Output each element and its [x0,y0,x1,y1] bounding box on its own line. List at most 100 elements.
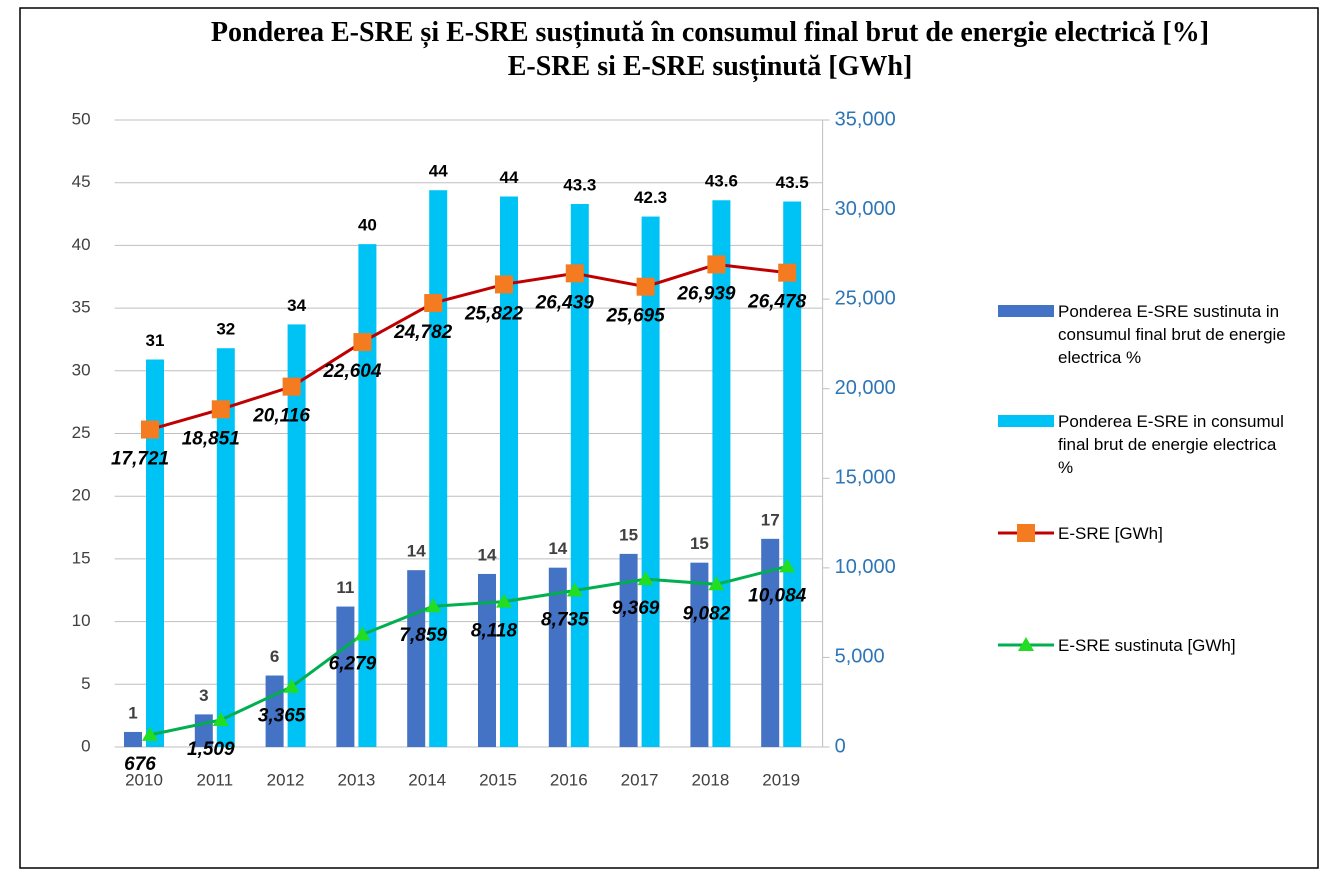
line-marker [566,582,583,597]
line-value-label: 17,721 [111,449,169,470]
bar-value-label: 17 [761,510,780,529]
line-value-label: 7,859 [399,625,447,646]
bar [761,538,780,747]
legend-label: E-SRE sustinuta [GWh] [1058,636,1236,655]
bar-value-label: 15 [690,534,709,553]
bar-value-label: 34 [287,296,306,315]
bar [287,324,306,747]
line-marker [282,377,301,396]
legend-label: E-SRE [GWh] [1058,524,1163,543]
y2-tick-label: 0 [835,735,846,757]
y-tick-label: 40 [72,235,91,254]
x-tick-label: 2015 [479,770,517,789]
bar-value-label: 14 [407,542,426,561]
bar [216,348,235,747]
line-value-label: 8,735 [541,610,589,631]
line-value-label: 25,822 [464,303,524,324]
line-marker [425,598,442,613]
line-marker [211,400,230,419]
line-marker [565,264,584,283]
x-tick-label: 2011 [197,770,234,789]
legend-marker [1017,524,1035,542]
line-marker [778,263,797,282]
y2-tick-label: 15,000 [835,467,896,489]
x-tick-label: 2018 [691,770,729,789]
line-value-label: 6,279 [329,654,377,675]
y-tick-label: 15 [72,548,91,567]
y2-tick-label: 25,000 [835,287,896,309]
y-tick-label: 25 [72,423,91,442]
bar-value-label: 3 [199,686,208,705]
bar [641,216,660,748]
x-tick-label: 2019 [762,770,800,789]
bar-value-label: 40 [358,216,377,235]
line-marker [708,576,725,591]
line-value-label: 676 [124,754,156,775]
legend-label: Ponderea E-SRE sustinuta in consumul fin… [1058,302,1286,367]
line-value-label: 22,604 [322,361,382,382]
y-tick-label: 20 [72,486,91,505]
bar [407,570,426,747]
legend-label: Ponderea E-SRE in consumul final brut de… [1058,412,1284,477]
y-tick-label: 45 [72,172,91,191]
bar-value-label: 43.6 [705,172,738,191]
legend-marker [1018,637,1034,651]
legend-swatch [998,415,1054,427]
bar-value-label: 44 [429,162,448,181]
x-tick-label: 2010 [125,770,163,789]
line-value-label: 10,084 [748,585,807,606]
bar [146,359,164,747]
y2-tick-label: 35,000 [835,108,896,130]
line-value-label: 1,509 [187,739,235,760]
bar [570,204,589,747]
line-value-label: 18,851 [182,428,240,449]
bar-value-label: 32 [216,320,235,339]
line-value-label: 26,939 [676,283,736,304]
bar [478,573,496,747]
y2-tick-label: 5,000 [835,646,885,668]
bar-value-label: 11 [336,578,354,597]
bar-value-label: 1 [128,703,137,722]
bar-value-label: 15 [619,525,638,544]
bar [429,190,448,747]
line [149,564,788,737]
y2-tick-label: 10,000 [835,556,896,578]
line-marker [495,275,513,294]
line-marker [779,558,796,573]
y-tick-label: 0 [81,736,90,755]
y-tick-label: 5 [81,674,90,693]
line-marker [637,571,654,586]
bar-value-label: 43.3 [563,176,596,195]
bar-value-label: 43.5 [776,173,809,192]
bar-value-label: 14 [548,539,567,558]
line-marker [354,626,371,641]
legend-swatch [998,305,1054,317]
line-marker [496,593,512,608]
y2-tick-label: 30,000 [835,198,896,220]
bar [336,606,355,747]
line-marker [212,711,229,726]
bar [619,553,638,747]
line-value-label: 24,782 [393,322,453,343]
bar-value-label: 44 [500,168,519,187]
line-value-label: 8,118 [471,621,518,642]
bar [690,562,709,747]
bar-value-label: 42.3 [634,188,667,207]
x-tick-label: 2017 [621,770,659,789]
line-marker [353,333,372,352]
line-marker [283,678,300,693]
line-marker [424,294,443,313]
bar-value-label: 31 [146,331,165,350]
line-value-label: 3,365 [258,706,306,727]
y-tick-label: 10 [72,611,91,630]
bar [783,201,802,747]
line-value-label: 9,082 [683,603,731,624]
line-marker [141,420,159,439]
line-marker [707,255,726,274]
chart-border [19,7,1319,869]
y-tick-label: 30 [72,360,91,379]
x-tick-label: 2016 [550,770,588,789]
x-tick-label: 2013 [337,770,375,789]
bar-value-label: 6 [270,647,279,666]
